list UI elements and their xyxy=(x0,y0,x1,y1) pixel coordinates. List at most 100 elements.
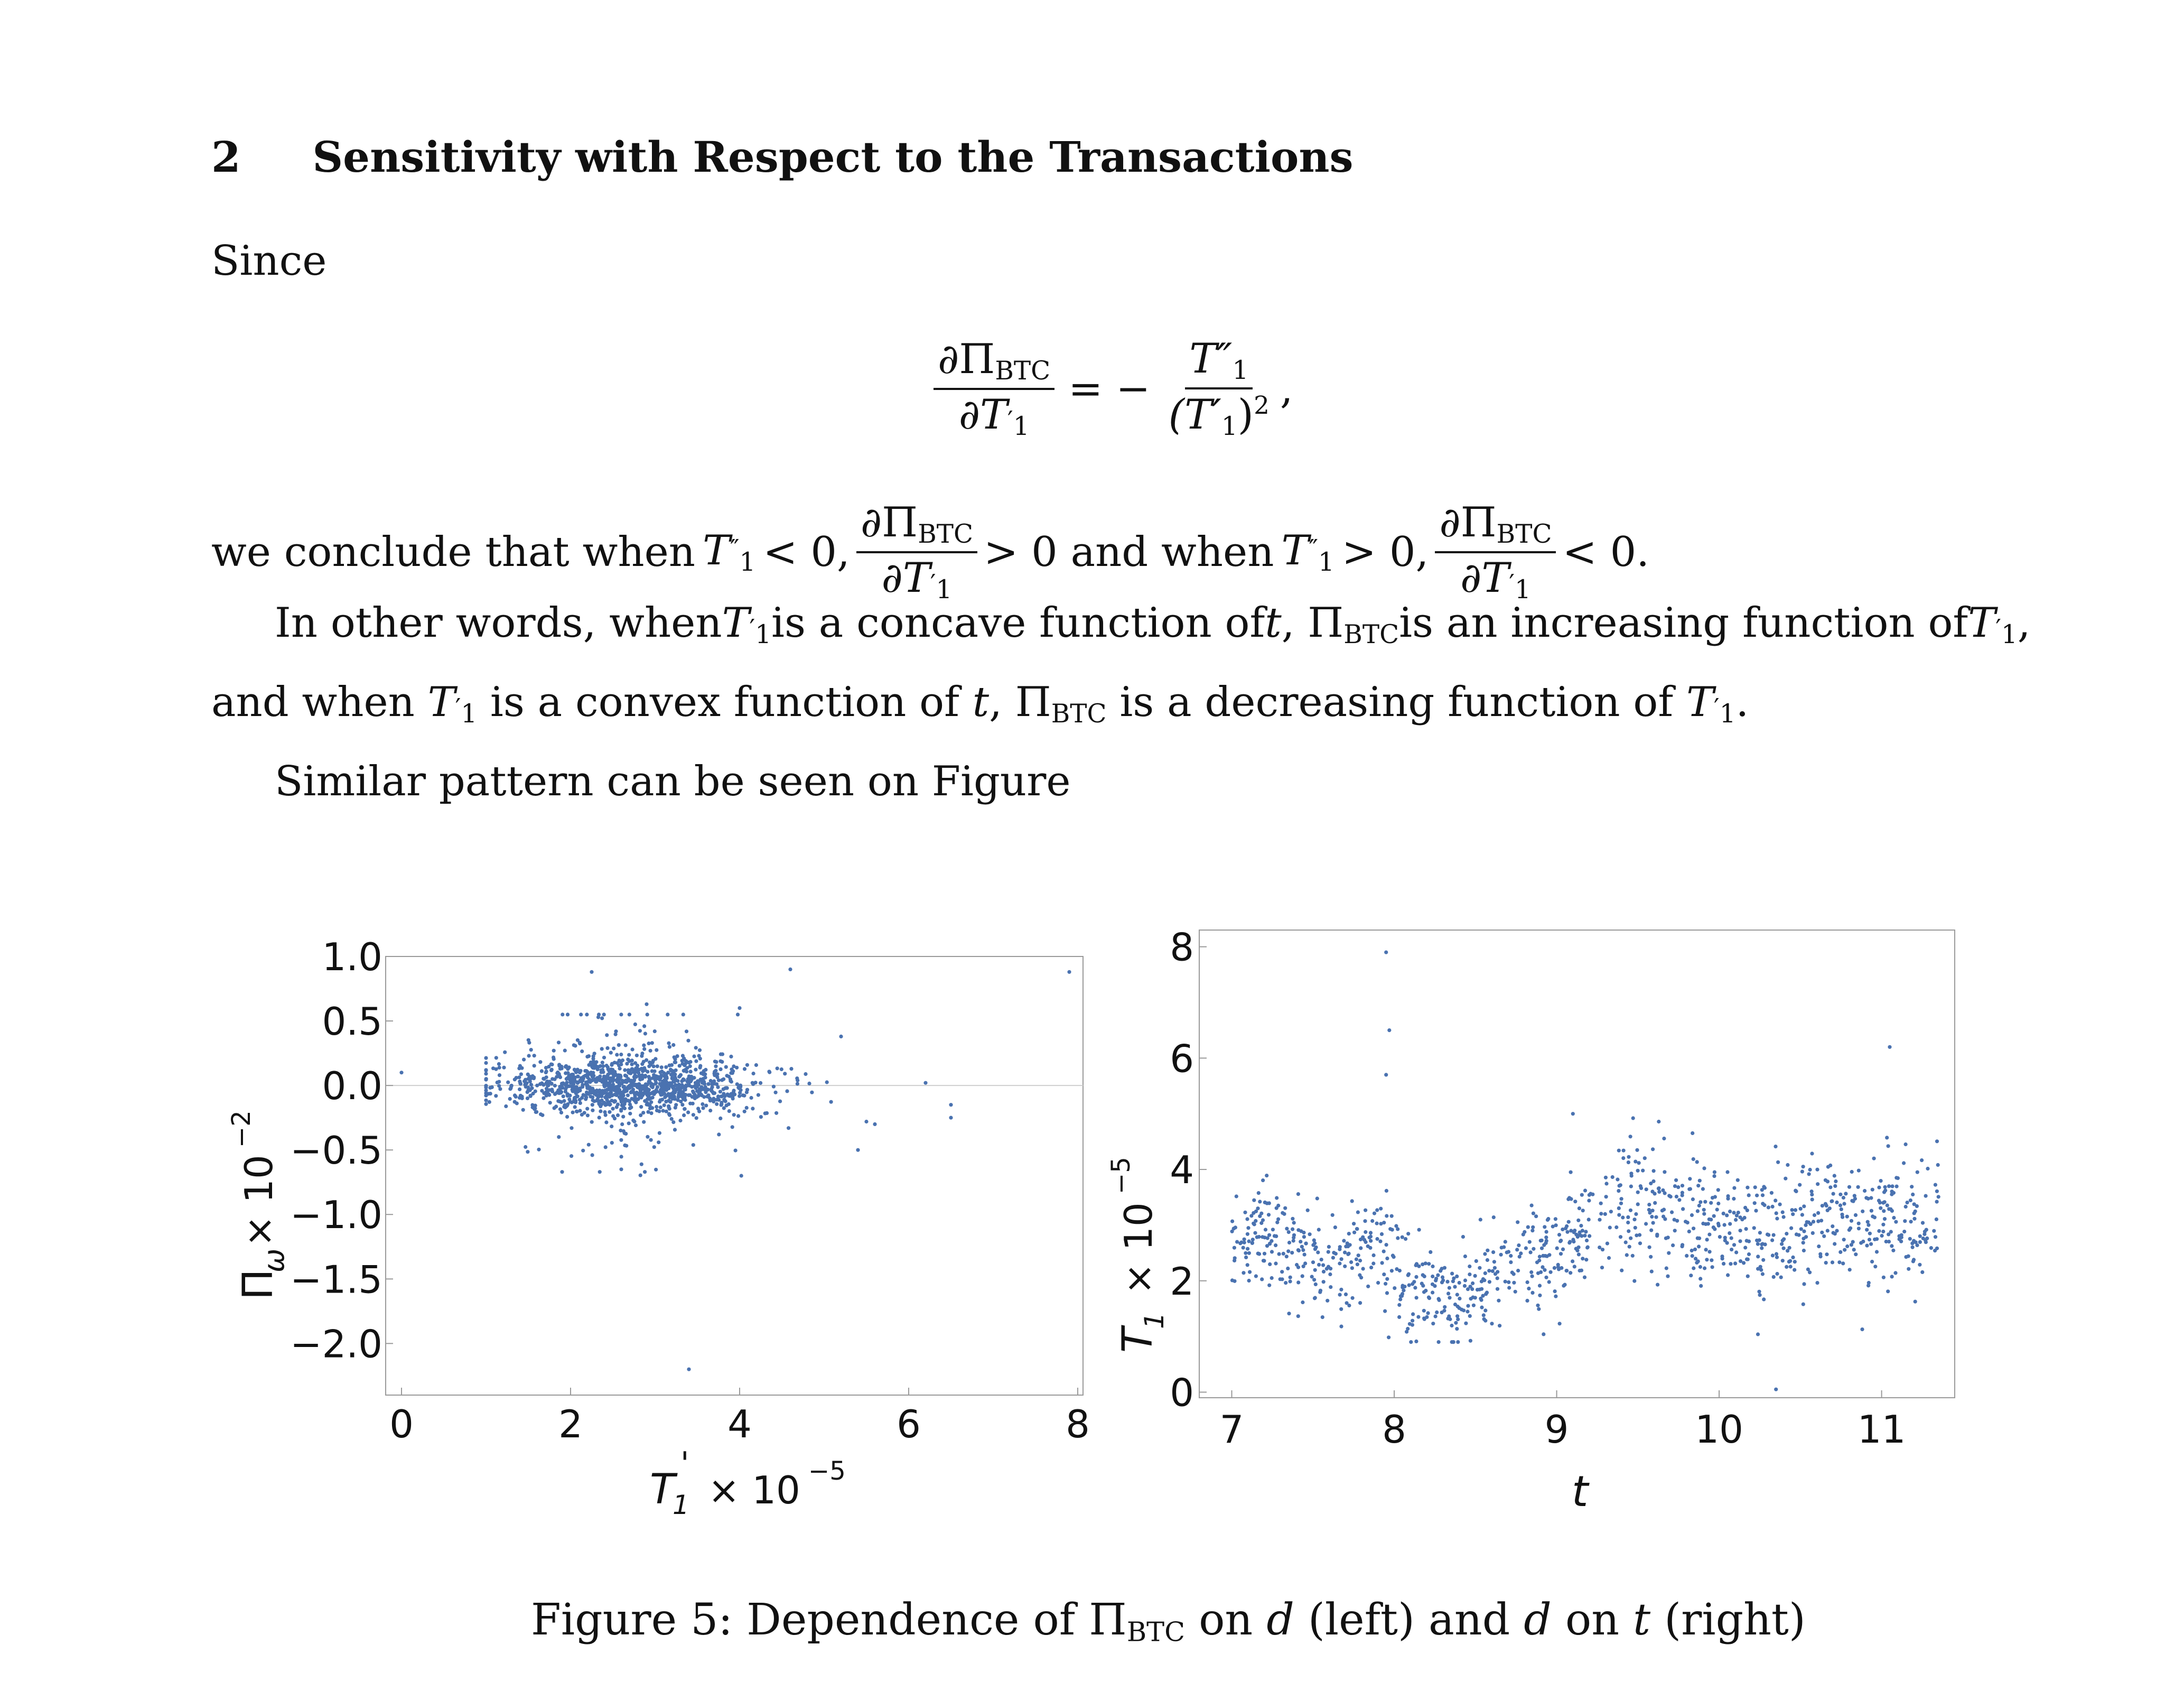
right-data-point xyxy=(1663,1170,1667,1174)
right-data-point xyxy=(1721,1211,1725,1215)
left-y-ticks: 1.00.50.0−0.5−1.0−1.5−2.0 xyxy=(290,935,393,1366)
left-data-point xyxy=(544,1081,548,1085)
left-y-tick-label: −1.0 xyxy=(290,1193,382,1237)
right-data-point xyxy=(1455,1274,1459,1278)
left-data-point xyxy=(577,1040,582,1045)
right-data-point xyxy=(1380,1261,1384,1265)
left-data-point xyxy=(650,1106,655,1110)
right-data-point xyxy=(1812,1213,1817,1218)
right-data-point xyxy=(1887,1240,1891,1244)
right-data-point xyxy=(1793,1260,1797,1264)
left-data-point xyxy=(651,1064,656,1069)
right-data-point xyxy=(1481,1294,1485,1298)
right-data-point xyxy=(1890,1184,1894,1188)
left-data-point xyxy=(578,1109,582,1113)
right-data-point xyxy=(1384,1188,1388,1193)
right-x-tick-label: 8 xyxy=(1382,1407,1406,1452)
left-data-point xyxy=(539,1112,543,1117)
left-data-point xyxy=(578,1086,582,1091)
left-data-point xyxy=(690,1085,694,1089)
left-data-point xyxy=(612,1088,617,1092)
left-data-point xyxy=(673,1060,677,1064)
right-data-point xyxy=(1885,1136,1889,1140)
right-data-point xyxy=(1355,1227,1359,1231)
right-data-point xyxy=(1842,1202,1846,1206)
right-data-point xyxy=(1604,1182,1609,1186)
left-data-point xyxy=(621,1129,626,1133)
right-data-point xyxy=(1729,1262,1733,1266)
right-data-point xyxy=(1745,1208,1749,1212)
right-data-point xyxy=(1713,1227,1717,1231)
right-data-point xyxy=(1267,1233,1272,1237)
right-data-point xyxy=(1258,1214,1262,1218)
left-data-point xyxy=(563,1048,567,1053)
right-data-point xyxy=(1538,1293,1542,1297)
left-data-point xyxy=(773,1090,778,1094)
left-data-point xyxy=(795,1082,799,1086)
right-data-point xyxy=(1830,1199,1834,1203)
right-data-point xyxy=(1499,1252,1503,1257)
left-data-point xyxy=(686,1061,690,1065)
left-outlier-point xyxy=(864,1119,869,1124)
left-y-tick-label: 1.0 xyxy=(322,935,382,979)
right-data-point xyxy=(1250,1241,1254,1245)
right-data-point xyxy=(1450,1323,1454,1328)
right-data-point xyxy=(1725,1213,1729,1218)
left-ylabel-sub: ω xyxy=(257,1249,291,1272)
right-data-point xyxy=(1543,1268,1547,1272)
left-data-point xyxy=(585,1012,589,1017)
right-data-point xyxy=(1820,1204,1824,1208)
left-data-point xyxy=(579,1012,583,1017)
left-data-point xyxy=(647,1064,651,1069)
left-data-point xyxy=(604,1120,609,1125)
left-data-point xyxy=(620,1103,624,1108)
right-data-point xyxy=(1759,1268,1763,1272)
right-data-point xyxy=(1565,1269,1569,1273)
right-data-point xyxy=(1588,1234,1592,1238)
left-data-point xyxy=(796,1078,800,1083)
left-data-point xyxy=(723,1094,727,1098)
left-outlier-point xyxy=(645,1002,649,1006)
left-data-point xyxy=(646,1088,650,1092)
right-data-point xyxy=(1443,1305,1447,1309)
left-data-point xyxy=(619,1128,623,1132)
left-data-point xyxy=(647,1092,651,1096)
right-data-point xyxy=(1735,1178,1740,1182)
left-data-point xyxy=(603,1089,607,1093)
right-data-point xyxy=(1780,1259,1785,1263)
right-data-point xyxy=(1584,1230,1588,1234)
right-data-point xyxy=(1587,1198,1591,1203)
left-outlier-point xyxy=(619,1167,623,1172)
right-data-point xyxy=(1469,1297,1473,1301)
right-data-point xyxy=(1317,1262,1321,1267)
right-data-point xyxy=(1785,1232,1789,1236)
right-data-point xyxy=(1884,1239,1888,1244)
right-data-point xyxy=(1690,1213,1694,1218)
left-outlier-point xyxy=(949,1103,953,1107)
left-data-point xyxy=(751,1107,755,1111)
right-data-point xyxy=(1527,1240,1532,1244)
right-data-point xyxy=(1311,1260,1315,1265)
left-data-point xyxy=(580,1049,584,1054)
right-data-point xyxy=(1436,1273,1440,1277)
left-data-point xyxy=(720,1060,724,1064)
right-data-point xyxy=(1882,1217,1887,1221)
right-data-point xyxy=(1844,1192,1848,1196)
right-data-point xyxy=(1801,1241,1805,1245)
right-ylabel-scale: × 10 xyxy=(1116,1202,1161,1295)
right-data-point xyxy=(1411,1318,1415,1323)
left-data-point xyxy=(712,1079,716,1083)
right-data-point xyxy=(1754,1209,1758,1213)
left-data-point xyxy=(506,1080,510,1084)
left-data-point xyxy=(768,1070,772,1074)
right-data-point xyxy=(1516,1220,1520,1224)
right-data-point xyxy=(1464,1321,1468,1325)
right-data-point xyxy=(1598,1246,1602,1250)
right-data-point xyxy=(1451,1279,1455,1284)
right-data-point xyxy=(1651,1179,1656,1183)
left-data-point xyxy=(676,1079,680,1083)
right-data-point xyxy=(1292,1221,1296,1225)
left-data-point xyxy=(715,1075,720,1079)
left-data-point xyxy=(718,1067,723,1071)
left-data-point xyxy=(655,1104,659,1109)
